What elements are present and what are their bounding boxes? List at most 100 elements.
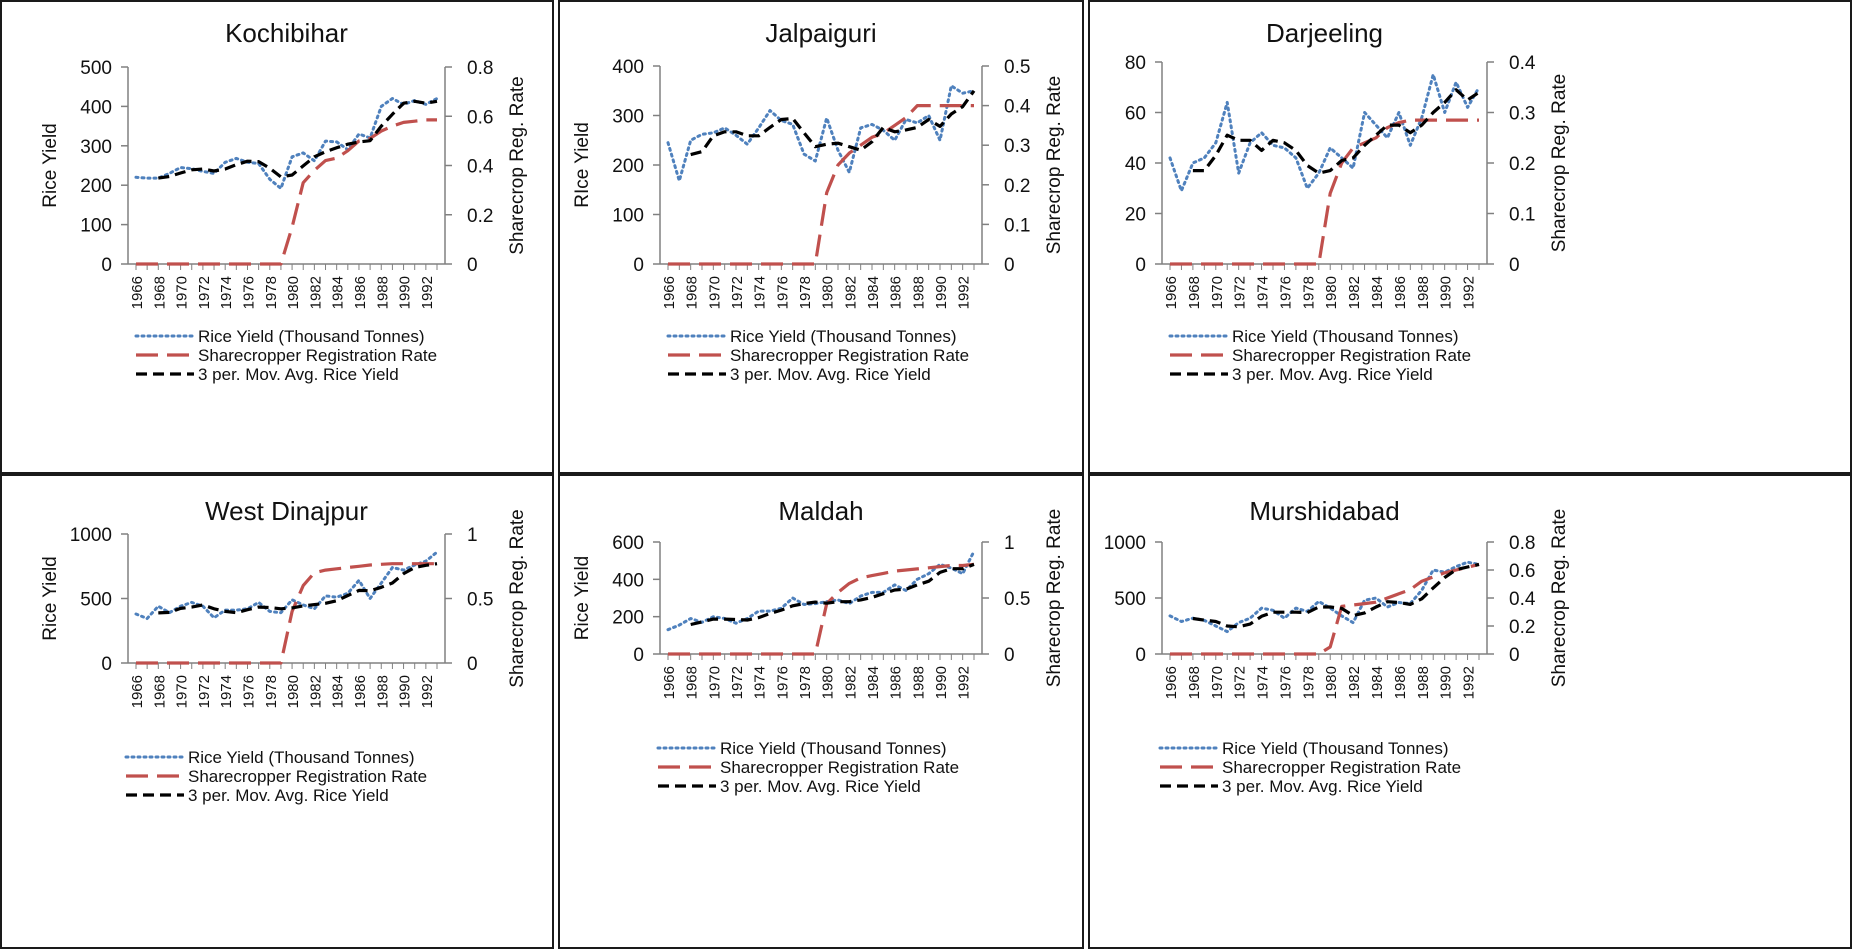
x-tick-label: 1978 [263, 276, 280, 309]
series-line-registration-rate [1170, 562, 1480, 656]
x-tick-label: 1966 [1163, 666, 1180, 699]
legend-label: Sharecropper Registration Rate [1222, 758, 1461, 777]
x-tick-label: 1974 [752, 666, 769, 699]
x-tick-label: 1968 [151, 675, 168, 708]
y-tick-label: 0 [1135, 255, 1146, 276]
legend-label: Rice Yield (Thousand Tonnes) [1232, 327, 1459, 346]
x-tick-label: 1982 [842, 666, 859, 699]
y2-tick-label: 0.4 [1509, 53, 1536, 74]
x-tick-label: 1984 [865, 276, 882, 309]
chart-panel-6: Murshidabad 0 500 1000 0 0.2 0.4 0.6 0.8 1966 1968… [1088, 474, 1852, 949]
y-tick-label: 0 [101, 255, 112, 276]
series-line-registration-rate [668, 562, 975, 656]
chart-panel-5: Maldah 0 200 400 600 0 0.5 1 1966 1968 1970 1972 197… [558, 474, 1084, 949]
y-axis-label: Rice Yield [572, 556, 593, 641]
y-tick-label: 100 [612, 206, 644, 227]
x-tick-label: 1988 [1415, 666, 1432, 699]
x-tick-label: 1992 [956, 276, 973, 309]
x-tick-label: 1992 [956, 666, 973, 699]
x-tick-label: 1990 [1438, 276, 1455, 309]
x-tick-label: 1972 [196, 276, 213, 309]
x-tick-label: 1976 [240, 276, 257, 309]
y2-tick-label: 1 [1004, 533, 1015, 554]
y-tick-label: 300 [612, 107, 644, 128]
series-line-registration-rate [136, 118, 437, 266]
series-line-rice-yield [1168, 73, 1481, 193]
y2-tick-label: 0.2 [1509, 154, 1535, 175]
x-tick-label: 1992 [1461, 276, 1478, 309]
x-tick-label: 1974 [218, 276, 235, 309]
series-line-moving-average [1192, 88, 1480, 175]
legend-item: Sharecropper Registration Rate [126, 767, 427, 786]
y2-tick-label: 0.6 [467, 107, 493, 128]
chart-panel-3: Darjeeling 0 20 40 60 80 0 0.1 0.2 0.3 0.4 1966 1968… [1088, 0, 1852, 474]
x-tick-label: 1978 [797, 276, 814, 309]
y2-tick-label: 0.8 [467, 58, 493, 79]
legend-item: Sharecropper Registration Rate [1170, 346, 1471, 365]
legend-item: Sharecropper Registration Rate [136, 346, 437, 365]
y2-tick-label: 0.4 [1509, 589, 1536, 610]
legend-label: 3 per. Mov. Avg. Rice Yield [730, 365, 931, 384]
x-tick-label: 1968 [1186, 666, 1203, 699]
x-tick-label: 1966 [661, 276, 678, 309]
x-tick-label: 1982 [307, 675, 324, 708]
legend-item: Rice Yield (Thousand Tonnes) [666, 327, 957, 346]
x-tick-label: 1988 [910, 276, 927, 309]
y2-tick-label: 0 [467, 255, 478, 276]
x-tick-label: 1966 [129, 675, 146, 708]
legend-item: Rice Yield (Thousand Tonnes) [134, 327, 425, 346]
y2-tick-label: 0 [1509, 255, 1520, 276]
y2-tick-label: 0.1 [1004, 215, 1030, 236]
y2-tick-label: 0.5 [467, 590, 493, 611]
legend-item: 3 per. Mov. Avg. Rice Yield [1160, 777, 1423, 796]
y2-tick-label: 0.4 [467, 157, 494, 178]
y2-tick-label: 0.2 [467, 206, 493, 227]
legend-label: Sharecropper Registration Rate [198, 346, 437, 365]
x-tick-label: 1982 [307, 276, 324, 309]
y2-tick-label: 0.3 [1004, 136, 1030, 157]
y-tick-label: 80 [1125, 53, 1146, 74]
y-tick-label: 1000 [1104, 533, 1146, 554]
x-tick-label: 1970 [1209, 666, 1226, 699]
x-tick-label: 1982 [1346, 276, 1363, 309]
x-tick-label: 1986 [1392, 666, 1409, 699]
x-tick-label: 1968 [151, 276, 168, 309]
series-line-moving-average [1192, 562, 1480, 629]
x-tick-label: 1970 [706, 666, 723, 699]
x-tick-label: 1984 [1369, 666, 1386, 699]
y2-tick-label: 1 [467, 525, 478, 546]
y-tick-label: 600 [612, 533, 644, 554]
x-tick-label: 1984 [330, 675, 347, 708]
x-tick-label: 1990 [397, 675, 414, 708]
y-tick-label: 20 [1125, 205, 1146, 226]
series-line-rice-yield [134, 550, 439, 620]
x-tick-label: 1992 [1461, 666, 1478, 699]
legend-item: Sharecropper Registration Rate [1160, 758, 1461, 777]
x-tick-label: 1974 [1255, 276, 1272, 309]
series-line-registration-rate [668, 104, 974, 266]
x-tick-label: 1976 [1277, 666, 1294, 699]
y-tick-label: 0 [101, 654, 112, 675]
legend-label: 3 per. Mov. Avg. Rice Yield [1232, 365, 1433, 384]
series-line-moving-average [158, 99, 438, 180]
x-tick-label: 1984 [865, 666, 882, 699]
chart-panel-2: Jalpaiguri 0 100 200 300 400 0 0.1 0.2 0.3 0.4 0.5 1… [558, 0, 1084, 474]
chart-title: Murshidabad [1249, 496, 1399, 526]
y-tick-label: 500 [80, 58, 112, 79]
y-tick-label: 400 [612, 57, 644, 78]
y2-tick-label: 0 [1004, 645, 1015, 666]
legend-label: Sharecropper Registration Rate [188, 767, 427, 786]
x-tick-label: 1982 [1346, 666, 1363, 699]
chart-panel-1: Kochibihar 0 100 200 300 400 500 0 0.2 0.4 0.6 0.8 1… [0, 0, 554, 474]
y-tick-label: 60 [1125, 104, 1146, 125]
x-tick-label: 1992 [419, 276, 436, 309]
x-tick-label: 1988 [374, 276, 391, 309]
y-tick-label: 200 [80, 176, 112, 197]
y2-axis-label: Sharecrop Reg. Rate [1549, 509, 1570, 688]
y2-tick-label: 0.5 [1004, 589, 1030, 610]
x-tick-label: 1986 [352, 276, 369, 309]
x-tick-label: 1978 [1300, 666, 1317, 699]
x-tick-label: 1976 [774, 666, 791, 699]
x-tick-label: 1990 [1438, 666, 1455, 699]
chart-svg: Darjeeling 0 20 40 60 80 0 0.1 0.2 0.3 0.4 1966 1968… [1090, 18, 1570, 384]
